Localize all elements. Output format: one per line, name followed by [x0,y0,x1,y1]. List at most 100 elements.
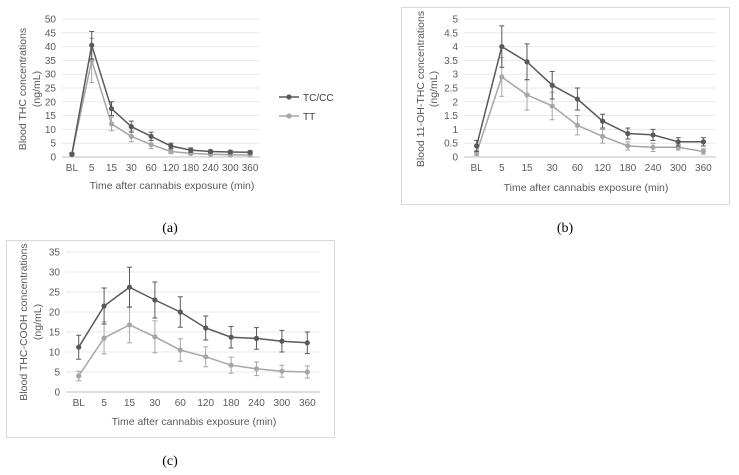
panel-a-tccc-point [108,106,115,112]
panel-b-tccc-point [650,132,656,138]
panel-a-axes: 0 5 10 15 20 25 30 35 40 45 50 BL 5 15 30 60 120 180 240 30… [45,15,260,174]
panel-a-y-axis-title-line1: Blood THC concentrations [17,28,29,150]
panel-b-axes: 0 0.5 1 1.5 2 2.5 3 3.5 4 4.5 5 BL 5 15 30 60 120 180 240 3… [444,15,716,174]
panel-c-y-tick-label: 5 [54,368,60,379]
panel-c-tccc-point [126,284,133,290]
panel-c-tt-point [152,334,158,340]
panel-b-x-tick-label: BL [470,163,483,174]
panel-a-x-tick-label: 240 [202,163,219,174]
panel-a-tccc-point [128,124,134,130]
panel-c-tt-point [253,366,260,372]
panel-c-y-tick-label: 20 [49,308,61,319]
panel-b-y-tick-label: 0 [452,153,458,164]
panel-a-x-tick-label: 15 [106,163,118,174]
panel-b-tccc-point [499,44,505,50]
panel-c-tccc-point [177,309,183,315]
panel-b-tt-point [524,92,530,98]
panel-c-gridlines [66,251,320,373]
panel-a-x-tick-label: 5 [89,163,95,174]
panel-b-tt-point [499,74,505,80]
panel-a-tccc-point [207,148,214,155]
panel-c-tt-point [76,373,82,379]
panel-a-tccc-point [168,143,174,149]
panel-a-y-tick-label: 10 [45,125,57,136]
panel-a-tt-point [108,121,115,127]
panel-c-tt-point [279,368,285,374]
panel-b-x-tick-label: 5 [499,163,505,174]
panel-a-x-tick-label: 30 [126,163,138,174]
legend-tccc-marker [286,94,292,100]
panel-a-x-tick-label: 180 [182,163,199,174]
panel-c-x-tick-label: 60 [175,398,187,409]
panel-a-caption: (a) [162,221,178,236]
panel-b-gridlines [464,18,716,144]
panel-c-y-tick-label: 30 [49,268,61,279]
panel-b-series [474,25,707,157]
panel-b-y-axis-title-line2: (ng/mL) [428,71,440,107]
panel-c-y-tick-label: 10 [49,348,61,359]
panel-c-x-tick-label: BL [73,398,86,409]
panel-c-x-tick-label: 30 [149,398,161,409]
panel-b-x-tick-label: 180 [619,163,636,174]
panel-b-tccc-point [474,143,480,149]
panel-a-x-tick-label: 120 [163,163,180,174]
panel-b-tccc-line [475,45,704,147]
panel-b-tccc-point [625,130,631,137]
panel-b-y-axis-title-line1: Blood 11-OH-THC concentrations [415,11,427,167]
panel-b-x-tick-label: 60 [572,163,584,174]
panel-a-y-tick-label: 45 [45,28,57,39]
panel-a-y-axis-title-line2: (ng/mL) [31,71,43,107]
panel-b-tccc-point [675,139,681,145]
panel-b-y-tick-label: 4 [452,42,458,53]
panel-b-y-tick-label: 1 [452,125,458,136]
panel-c-y-axis-title-line2: (ng/mL) [32,304,44,340]
panel-b-x-tick-label: 300 [670,163,687,174]
panel-a-series [69,30,253,158]
panel-c-x-tick-label: 240 [248,398,265,409]
panel-b-y-tick-label: 3 [452,70,458,81]
panel-a-x-tick-label: 300 [222,163,239,174]
panel-c-tccc-point [101,303,107,309]
panel-b: 0 0.5 1 1.5 2 2.5 3 3.5 4 4.5 5 BL 5 15 30 60 120 180 240 3… [401,7,730,236]
panel-a-y-tick-label: 35 [45,56,57,67]
panel-c-x-tick-label: 300 [274,398,291,409]
panel-c-y-tick-label: 15 [49,328,61,339]
panel-c-tt-point [126,322,133,328]
panel-a-gridlines [62,18,260,144]
panel-c-tccc-point [203,325,209,331]
panel-a-y-tick-label: 5 [50,139,56,150]
panel-a-x-axis-title: Time after cannabis exposure (min) [90,180,255,192]
panel-a-legend: TC/CC TT [279,93,334,123]
panel-b-tt-point [574,122,581,128]
panel-a-tccc-point [247,149,253,155]
panel-c-y-tick-label: 35 [49,248,61,259]
panel-a-y-tick-label: 30 [45,70,57,81]
panel-c-x-axis-title: Time after cannabis exposure (min) [112,416,277,428]
panel-b-x-axis-title: Time after cannabis exposure (min) [504,182,669,194]
panel-a-x-tick-label: 360 [242,163,259,174]
panel-b-y-tick-label: 5 [452,15,458,26]
legend-tt-marker [286,113,292,119]
panel-c-x-tick-label: 120 [197,398,214,409]
panel-b-y-tick-label: 2.5 [444,84,458,95]
panel-c-axes: 0 5 10 15 20 25 30 35 BL 5 15 30 60 120 180 240 300 360 [49,248,320,409]
panel-c-x-tick-label: 15 [124,398,136,409]
panel-a-tt-line [71,57,251,156]
panel-c-tt-point [177,347,183,353]
panel-b-x-tick-label: 360 [695,163,712,174]
panel-b-tccc-point [574,96,581,102]
panel-c: 0 5 10 15 20 25 30 35 BL 5 15 30 60 120 180 240 300 360 B… [6,240,335,469]
panel-b-tt-point [549,103,555,109]
panel-b-caption: (b) [557,221,574,236]
panel-b-tt-point [700,148,707,155]
panel-b-tccc-point [700,139,707,145]
panel-b-tt-point [625,143,631,149]
panel-b-tccc-point [549,82,555,88]
panel-c-y-tick-label: 25 [49,288,61,299]
panel-a-y-tick-label: 15 [45,111,57,122]
panel-b-tccc-point [600,118,606,124]
panel-c-tt-point [101,335,107,341]
panel-c-tccc-point [228,334,234,340]
panel-b-y-tick-label: 1.5 [444,111,458,122]
